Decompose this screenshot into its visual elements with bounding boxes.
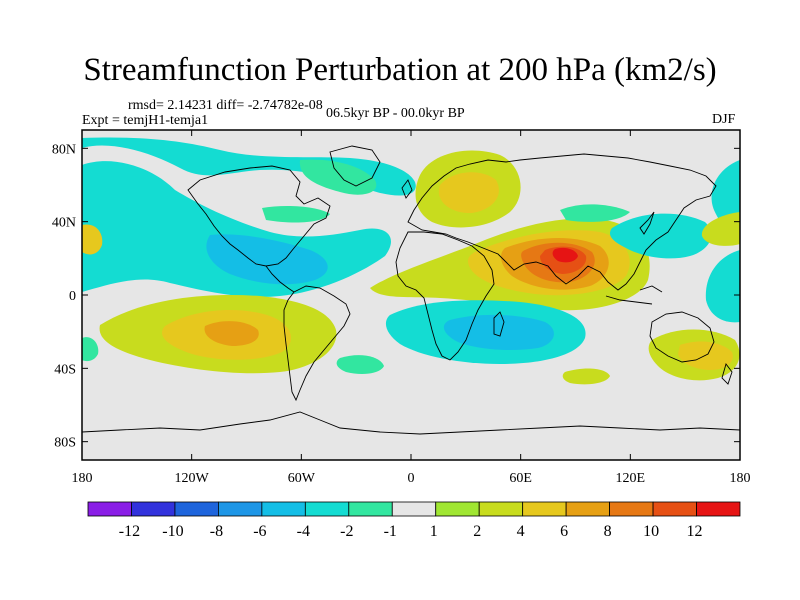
- colorbar-swatch: [217, 501, 263, 517]
- colorbar-swatch: [391, 501, 437, 517]
- y-axis: 80N 40N 0 40S 80S: [52, 142, 740, 451]
- colorbar-swatch: [478, 501, 524, 517]
- contour-neg1-siberia: [560, 204, 630, 222]
- contour-pos1-dateline: [701, 212, 740, 246]
- coastlines: [82, 145, 740, 435]
- y-tick-label: 40S: [54, 362, 76, 377]
- colorbar-swatch: [565, 501, 611, 517]
- coastline-australia: [649, 311, 715, 363]
- experiment-text: Expt = temjH1-temja1: [82, 113, 209, 128]
- colorbar-label: 4: [517, 523, 525, 540]
- coastline-british-isles: [401, 179, 413, 199]
- x-tick-label: 0: [408, 471, 415, 486]
- colorbar-swatch: [87, 501, 132, 517]
- colorbar-swatch: [174, 501, 219, 517]
- colorbar-label: -8: [210, 523, 223, 540]
- colorbar-label: 10: [643, 523, 659, 540]
- period-text: 06.5kyr BP - 00.0kyr BP: [326, 106, 465, 121]
- contour-neg1-southwest: [82, 337, 99, 362]
- colorbar-swatch: [348, 501, 393, 517]
- colorbar-swatch: [522, 501, 567, 517]
- x-tick-label: 60W: [288, 471, 316, 486]
- coastline-greenland: [329, 145, 381, 187]
- colorbar-label: -4: [297, 523, 310, 540]
- colorbar-label: -2: [340, 523, 353, 540]
- x-tick-label: 180: [730, 471, 751, 486]
- x-tick-label: 60E: [509, 471, 532, 486]
- coastline-south-america: [283, 285, 351, 402]
- coastline-europe-asia: [407, 153, 717, 291]
- y-tick-label: 0: [69, 289, 76, 304]
- coastline-madagascar: [493, 311, 505, 337]
- colorbar-label: 1: [430, 523, 438, 540]
- colorbar-label: 6: [560, 523, 568, 540]
- coastline-north-america: [187, 165, 331, 267]
- stats-text: rmsd= 2.14231 diff= -2.74782e-08: [128, 98, 323, 113]
- colorbar-swatch: [261, 501, 306, 517]
- coastline-japan: [639, 211, 655, 235]
- coastline-new-zealand: [721, 363, 733, 385]
- x-tick-label: 120E: [616, 471, 646, 486]
- contour-pos4-europe-core: [438, 172, 499, 214]
- contour-pos2-west-edge: [82, 224, 103, 255]
- contour-neg1-arctic-inner: [299, 159, 377, 195]
- colorbar-label: 8: [604, 523, 612, 540]
- colorbar-label: -6: [253, 523, 266, 540]
- contour-fills: [82, 137, 740, 385]
- colorbar-label: 2: [473, 523, 481, 540]
- coastline-antarctica: [82, 411, 740, 435]
- y-tick-label: 40N: [52, 216, 76, 231]
- contour-neg4-north-america: [206, 234, 328, 285]
- contour-neg4-south-indian: [443, 314, 554, 350]
- season-text: DJF: [712, 112, 736, 127]
- y-tick-label: 80N: [52, 142, 76, 157]
- colorbar-swatch: [652, 501, 697, 517]
- contour-pos6-south-pacific: [204, 321, 259, 346]
- x-tick-label: 120W: [175, 471, 210, 486]
- contour-pos2-south-indian-small: [562, 368, 610, 385]
- contour-pos12-asia: [552, 247, 578, 263]
- plot-title: Streamfunction Perturbation at 200 hPa (…: [83, 52, 717, 88]
- coastline-africa: [395, 231, 495, 361]
- colorbar-swatch: [304, 501, 350, 517]
- colorbar-label: 12: [687, 523, 703, 540]
- colorbar-label: -10: [162, 523, 183, 540]
- colorbar-label: -1: [384, 523, 397, 540]
- colorbar-swatch: [609, 501, 654, 517]
- colorbar-swatch: [435, 501, 480, 517]
- contour-neg2-west-pacific: [609, 213, 712, 259]
- coastline-central-america: [265, 265, 295, 293]
- x-axis: 180 120W 60W 0 60E 120E 180: [72, 130, 751, 486]
- coastline-indonesia: [605, 285, 663, 305]
- contour-neg1-south-atlantic: [336, 355, 384, 374]
- colorbar-label: -12: [119, 523, 140, 540]
- colorbar-swatch: [696, 501, 741, 517]
- contour-neg2-north-atlantic-small: [262, 206, 330, 223]
- contour-neg2-east-pacific-lower: [705, 250, 740, 323]
- colorbar-swatch: [131, 501, 176, 517]
- contour-neg2-arctic-band: [82, 137, 416, 196]
- colorbar: -12 -10 -8 -6 -4 -2 -1 1 2 4 6 8 10 12: [87, 501, 741, 540]
- y-tick-label: 80S: [54, 436, 76, 451]
- x-tick-label: 180: [72, 471, 93, 486]
